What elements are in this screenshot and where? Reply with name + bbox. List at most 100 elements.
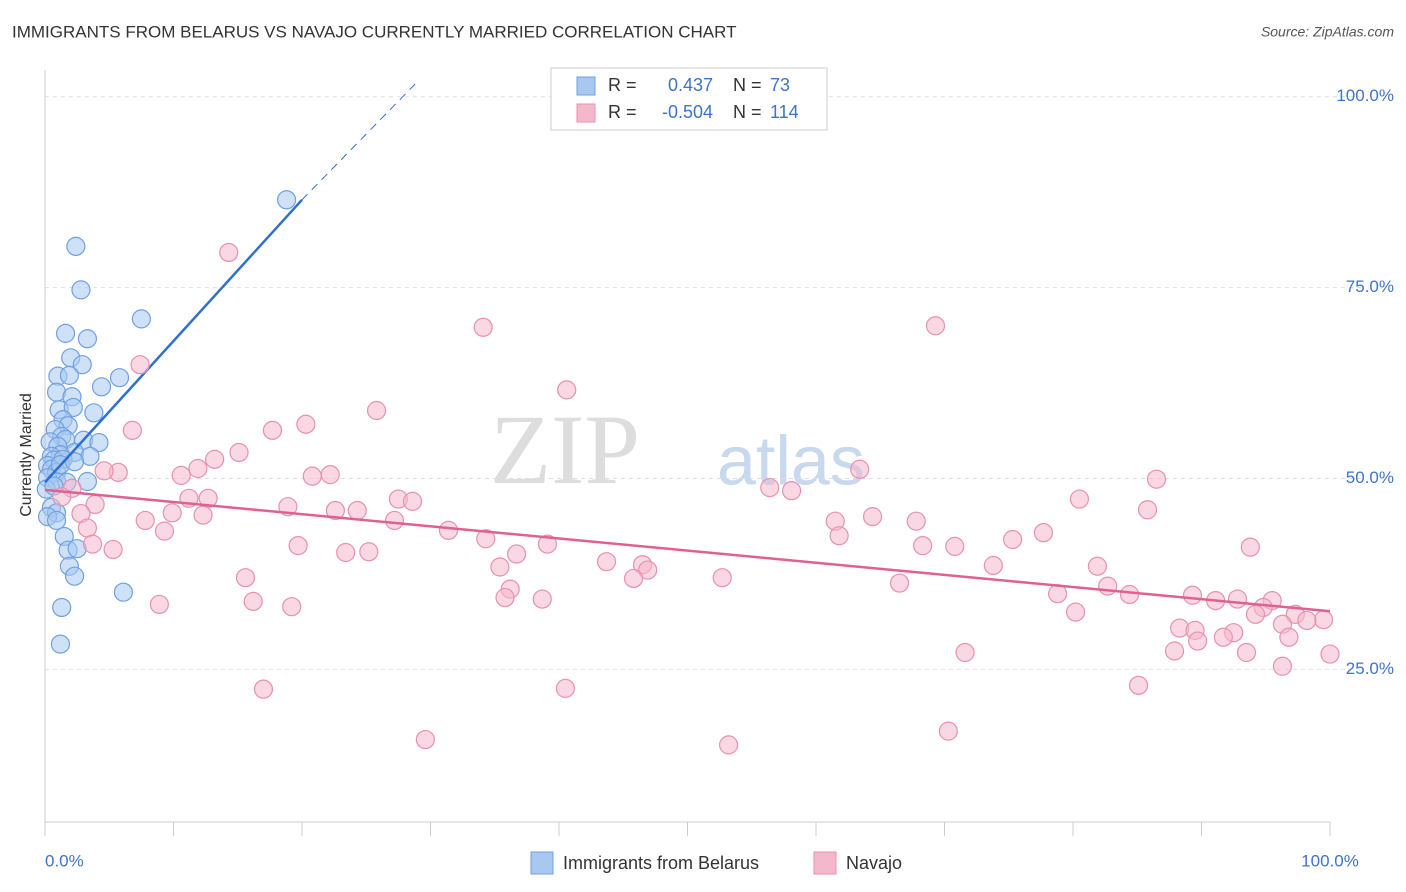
point — [1188, 631, 1208, 651]
point — [1164, 641, 1185, 661]
point — [135, 510, 155, 531]
point — [205, 449, 225, 469]
point — [77, 518, 98, 538]
point — [938, 721, 958, 741]
point — [913, 536, 933, 556]
point — [1003, 529, 1023, 550]
legend-swatch — [576, 103, 596, 123]
point — [66, 236, 86, 256]
point — [719, 735, 739, 755]
point — [94, 461, 114, 481]
point — [983, 555, 1003, 576]
stat-r: 0.437 — [668, 75, 713, 95]
point — [384, 510, 405, 531]
point — [1240, 537, 1260, 557]
point — [862, 507, 883, 527]
legend-swatch — [576, 76, 596, 96]
point — [889, 573, 910, 593]
point — [64, 452, 85, 472]
x-tick-label: 0.0% — [45, 851, 84, 870]
trend-line — [44, 198, 303, 484]
point — [438, 520, 459, 540]
point — [476, 529, 496, 549]
point — [149, 594, 169, 615]
point — [495, 587, 515, 608]
legend-swatch — [813, 851, 837, 875]
point — [276, 190, 297, 210]
point — [63, 397, 83, 418]
stat-n: 73 — [770, 75, 790, 95]
point — [1128, 675, 1149, 695]
stats-legend — [550, 67, 828, 131]
point — [288, 536, 308, 556]
point — [1213, 627, 1233, 647]
chart-title: IMMIGRANTS FROM BELARUS VS NAVAJO CURREN… — [12, 22, 736, 41]
point — [229, 442, 249, 463]
point — [46, 510, 67, 531]
stat-n: 114 — [770, 102, 799, 122]
point — [1047, 584, 1068, 604]
point — [1065, 602, 1086, 622]
point — [760, 478, 780, 498]
plot: 25.0% 50.0% 75.0% 100.0% 0.0% 100.0% — [36, 81, 1394, 870]
point — [638, 560, 658, 580]
y-tick-label: 50.0% — [1346, 468, 1394, 487]
point — [282, 597, 302, 617]
point — [366, 400, 387, 421]
point — [262, 420, 283, 440]
point — [359, 542, 379, 562]
point — [955, 642, 975, 663]
point — [347, 500, 367, 521]
point — [829, 526, 849, 546]
point — [506, 544, 527, 564]
point — [1119, 584, 1140, 605]
point — [296, 414, 316, 434]
point — [1297, 610, 1317, 631]
point — [193, 505, 213, 525]
point — [781, 481, 802, 501]
point — [712, 568, 732, 588]
point — [1069, 489, 1090, 509]
point — [1227, 589, 1248, 609]
point — [162, 503, 182, 523]
point — [188, 458, 208, 479]
point — [91, 377, 112, 397]
point — [103, 539, 123, 560]
point — [50, 634, 71, 654]
point — [253, 679, 274, 699]
point — [320, 465, 340, 485]
point — [557, 380, 577, 400]
point — [1087, 556, 1108, 576]
point — [89, 432, 109, 453]
legend: R = 0.437 N = 73 Immigrants from Belarus R = -… — [530, 75, 902, 875]
point — [59, 365, 80, 385]
point — [52, 597, 72, 618]
point — [1272, 656, 1293, 676]
legend-label: Navajo — [846, 853, 902, 873]
trend-line — [44, 488, 1331, 613]
point — [1279, 627, 1299, 647]
stat-label: N = — [733, 102, 762, 122]
y-tick-label: 100.0% — [1336, 86, 1394, 105]
point — [1236, 642, 1257, 663]
point — [72, 355, 92, 375]
point — [623, 568, 644, 589]
point — [84, 403, 104, 423]
y-tick-label: 75.0% — [1346, 277, 1394, 296]
watermark: ZIP — [490, 394, 640, 505]
point — [925, 316, 946, 336]
point — [537, 534, 558, 554]
point — [82, 534, 103, 554]
point — [171, 465, 191, 485]
legend-label: Immigrants from Belarus — [563, 853, 759, 873]
source: Source: ZipAtlas.com — [1261, 24, 1394, 40]
y-tick-label: 25.0% — [1346, 659, 1394, 678]
point — [1182, 585, 1203, 605]
point — [1033, 523, 1054, 543]
point — [1146, 469, 1167, 489]
y-axis-label: Currently Married — [18, 393, 35, 517]
stat-r: -0.504 — [662, 102, 713, 122]
point — [219, 242, 239, 263]
point — [490, 557, 510, 577]
